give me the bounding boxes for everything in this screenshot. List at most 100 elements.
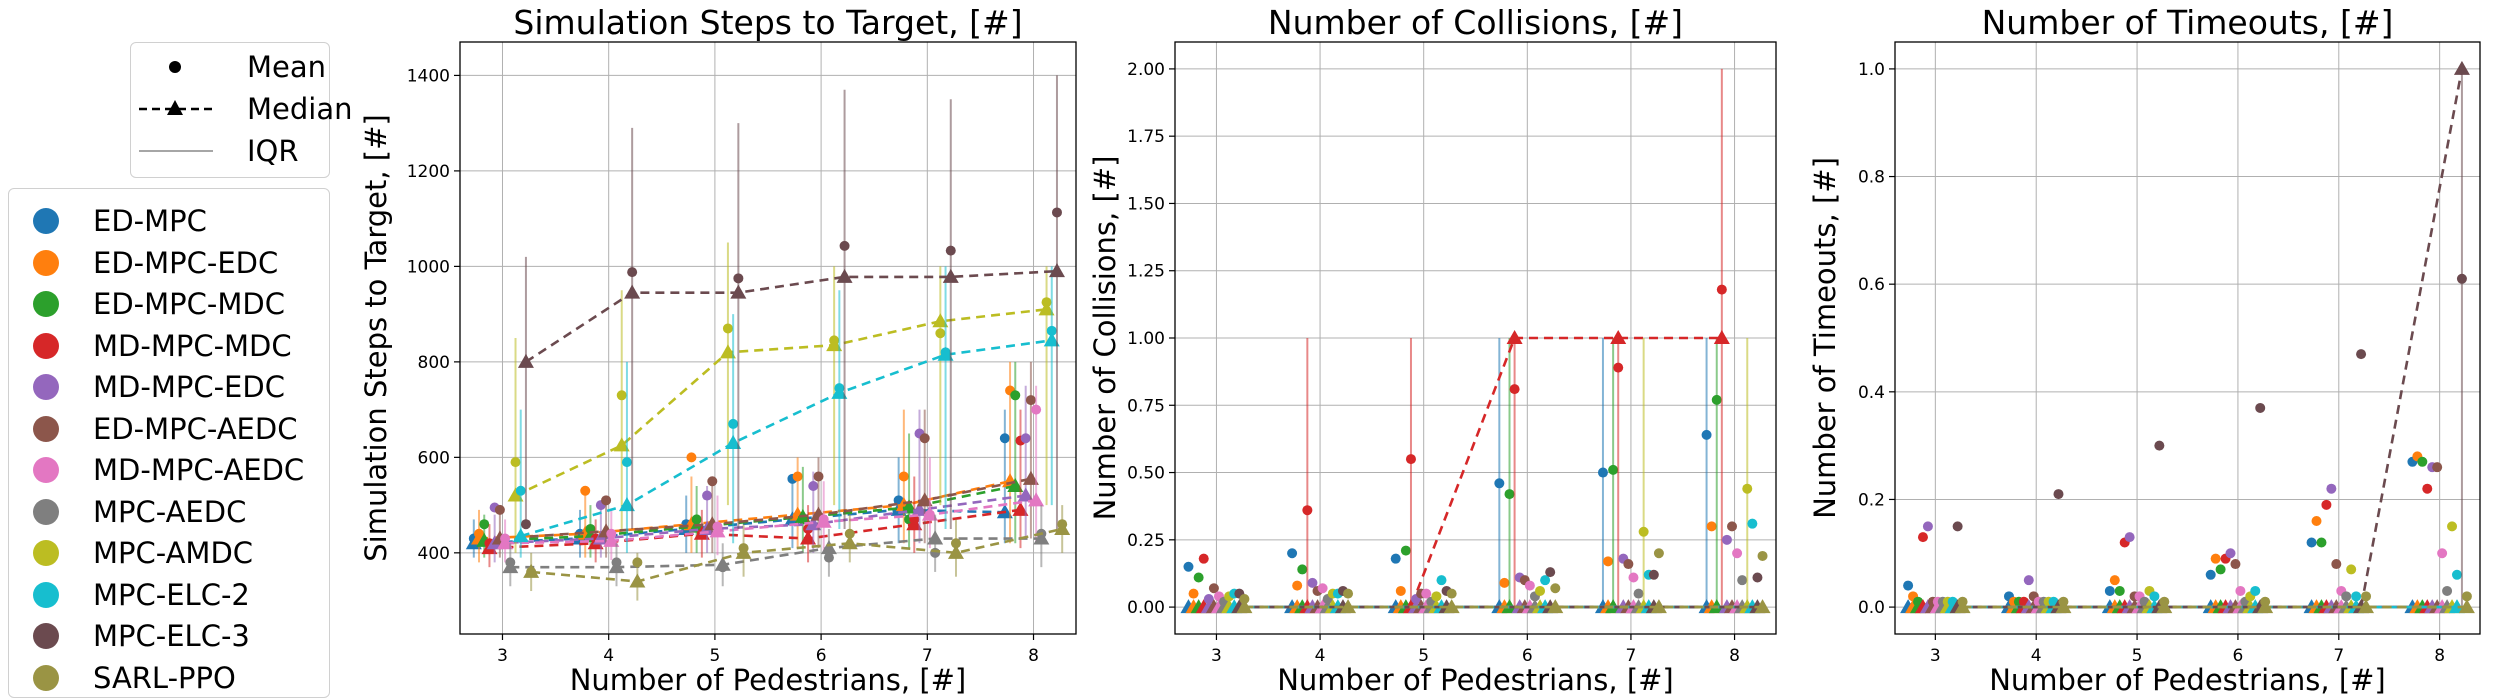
- mean-point: [1193, 572, 1204, 583]
- mean-point: [1010, 390, 1021, 401]
- median-line: [1957, 68, 2464, 609]
- mean-point: [1025, 395, 1036, 406]
- mean-point: [2210, 553, 2221, 564]
- mean-point: [1302, 505, 1313, 516]
- mean-point: [1922, 521, 1933, 532]
- median-line: [1203, 336, 1722, 609]
- median-line: [514, 308, 1047, 497]
- mean-point: [1051, 207, 1062, 218]
- x-tick-label: 6: [1522, 646, 1533, 666]
- median-marker: [603, 532, 620, 547]
- mean-point: [2351, 591, 2362, 602]
- legend-entry-iqr: IQR: [137, 131, 299, 171]
- chart-title: Number of Collisions, [#]: [1268, 3, 1683, 42]
- mean-point: [510, 457, 521, 468]
- median-marker: [507, 487, 524, 502]
- legend-color-dot: [33, 623, 59, 649]
- legend-method-label: MPC-ELC-3: [93, 619, 250, 653]
- x-tick-label: 4: [1315, 646, 1326, 666]
- legend-entry-mean: Mean: [137, 47, 326, 87]
- legend-method-label: MD-MPC-EDC: [93, 370, 285, 404]
- mean-point: [1757, 550, 1768, 561]
- mean-point: [1307, 577, 1318, 588]
- mean-point: [1509, 384, 1520, 395]
- y-tick-label: 0.00: [1127, 598, 1165, 618]
- legend-color-dot: [33, 540, 59, 566]
- legend-method-label: ED-MPC-AEDC: [93, 411, 298, 446]
- mean-point: [500, 533, 511, 544]
- mean-point: [526, 566, 537, 577]
- x-tick-label: 6: [2233, 646, 2244, 666]
- mean-point: [1031, 404, 1042, 415]
- mean-point: [1613, 362, 1624, 373]
- mean-point: [1297, 564, 1308, 575]
- y-tick-label: 1000: [407, 257, 450, 277]
- median-line: [520, 339, 1052, 538]
- mean-point: [2456, 273, 2467, 284]
- mean-point: [1292, 580, 1303, 591]
- y-tick-label: 1.0: [1858, 60, 1885, 80]
- chart-panel: 400 600 800 1000 1200 1400 3 4 5 6 7 8 Simulation St…: [359, 3, 1077, 697]
- mean-point: [1903, 580, 1914, 591]
- mean-point: [1711, 394, 1722, 405]
- mean-point: [1020, 433, 1031, 444]
- mean-point: [2058, 596, 2069, 607]
- mean-point: [1317, 583, 1328, 594]
- median-marker: [841, 535, 858, 550]
- median-marker: [624, 284, 641, 299]
- x-axis-label: Number of Pedestrians, [#]: [1989, 663, 2386, 697]
- y-tick-label: 0.8: [1858, 168, 1885, 188]
- mean-point: [1721, 534, 1732, 545]
- method-legend: ED-MPC ED-MPC-EDC ED-MPC-MDC MD-MPC-MDC MD-M…: [8, 188, 330, 698]
- mean-point: [738, 543, 749, 554]
- mean-point: [808, 481, 819, 491]
- x-tick-label: 7: [2333, 646, 2344, 666]
- mean-point: [1203, 594, 1214, 605]
- mean-point: [707, 476, 718, 487]
- legend-entry-method: MD-MPC-MDC: [33, 326, 292, 366]
- legend-entry-method: MPC-ELC-2: [33, 575, 250, 615]
- x-tick-label: 8: [1028, 646, 1039, 666]
- mean-point: [1524, 580, 1535, 591]
- chart-panel: 0.00 0.25 0.50 0.75 1.00 1.25 1.50 1.75 2.00 3 4 5 6…: [1088, 3, 1777, 697]
- mean-point: [494, 504, 505, 515]
- median-line: [525, 269, 1058, 363]
- mean-point: [2109, 575, 2120, 586]
- x-tick-label: 6: [816, 646, 827, 666]
- median-marker: [1650, 599, 1667, 614]
- legend-entry-method: ED-MPC-EDC: [33, 243, 278, 283]
- y-tick-label: 400: [418, 544, 450, 564]
- mean-point: [728, 418, 739, 429]
- mean-point: [1917, 532, 1928, 543]
- mean-point: [601, 495, 612, 506]
- median-marker: [719, 344, 736, 359]
- mean-point: [839, 240, 850, 251]
- y-tick-label: 1.00: [1127, 329, 1165, 349]
- median-marker: [1713, 330, 1730, 344]
- mean-point: [632, 557, 643, 568]
- median-marker: [927, 530, 944, 545]
- mean-point: [829, 335, 840, 346]
- mean-point: [945, 245, 956, 256]
- legend-entry-method: MPC-ELC-3: [33, 616, 250, 656]
- median-marker: [1610, 330, 1627, 344]
- legend-method-label: MPC-AEDC: [93, 494, 247, 529]
- median-marker: [911, 501, 928, 516]
- mean-point: [712, 521, 723, 532]
- legend-label-iqr: IQR: [247, 134, 299, 168]
- mean-point: [1287, 548, 1298, 559]
- legend-label-mean: Mean: [247, 50, 327, 84]
- median-marker: [1043, 332, 1060, 347]
- mean-point: [2250, 585, 2261, 596]
- mean-point: [2442, 585, 2453, 596]
- median-marker: [1048, 263, 1065, 278]
- mean-point: [627, 267, 638, 278]
- mean-point: [2230, 559, 2241, 570]
- mean-point: [2306, 537, 2317, 548]
- median-marker: [1506, 330, 1523, 344]
- mean-point: [792, 471, 803, 482]
- mean-point: [1608, 464, 1619, 475]
- mean-point: [1390, 553, 1401, 564]
- median-marker: [1038, 301, 1055, 316]
- x-tick-label: 3: [1930, 646, 1941, 666]
